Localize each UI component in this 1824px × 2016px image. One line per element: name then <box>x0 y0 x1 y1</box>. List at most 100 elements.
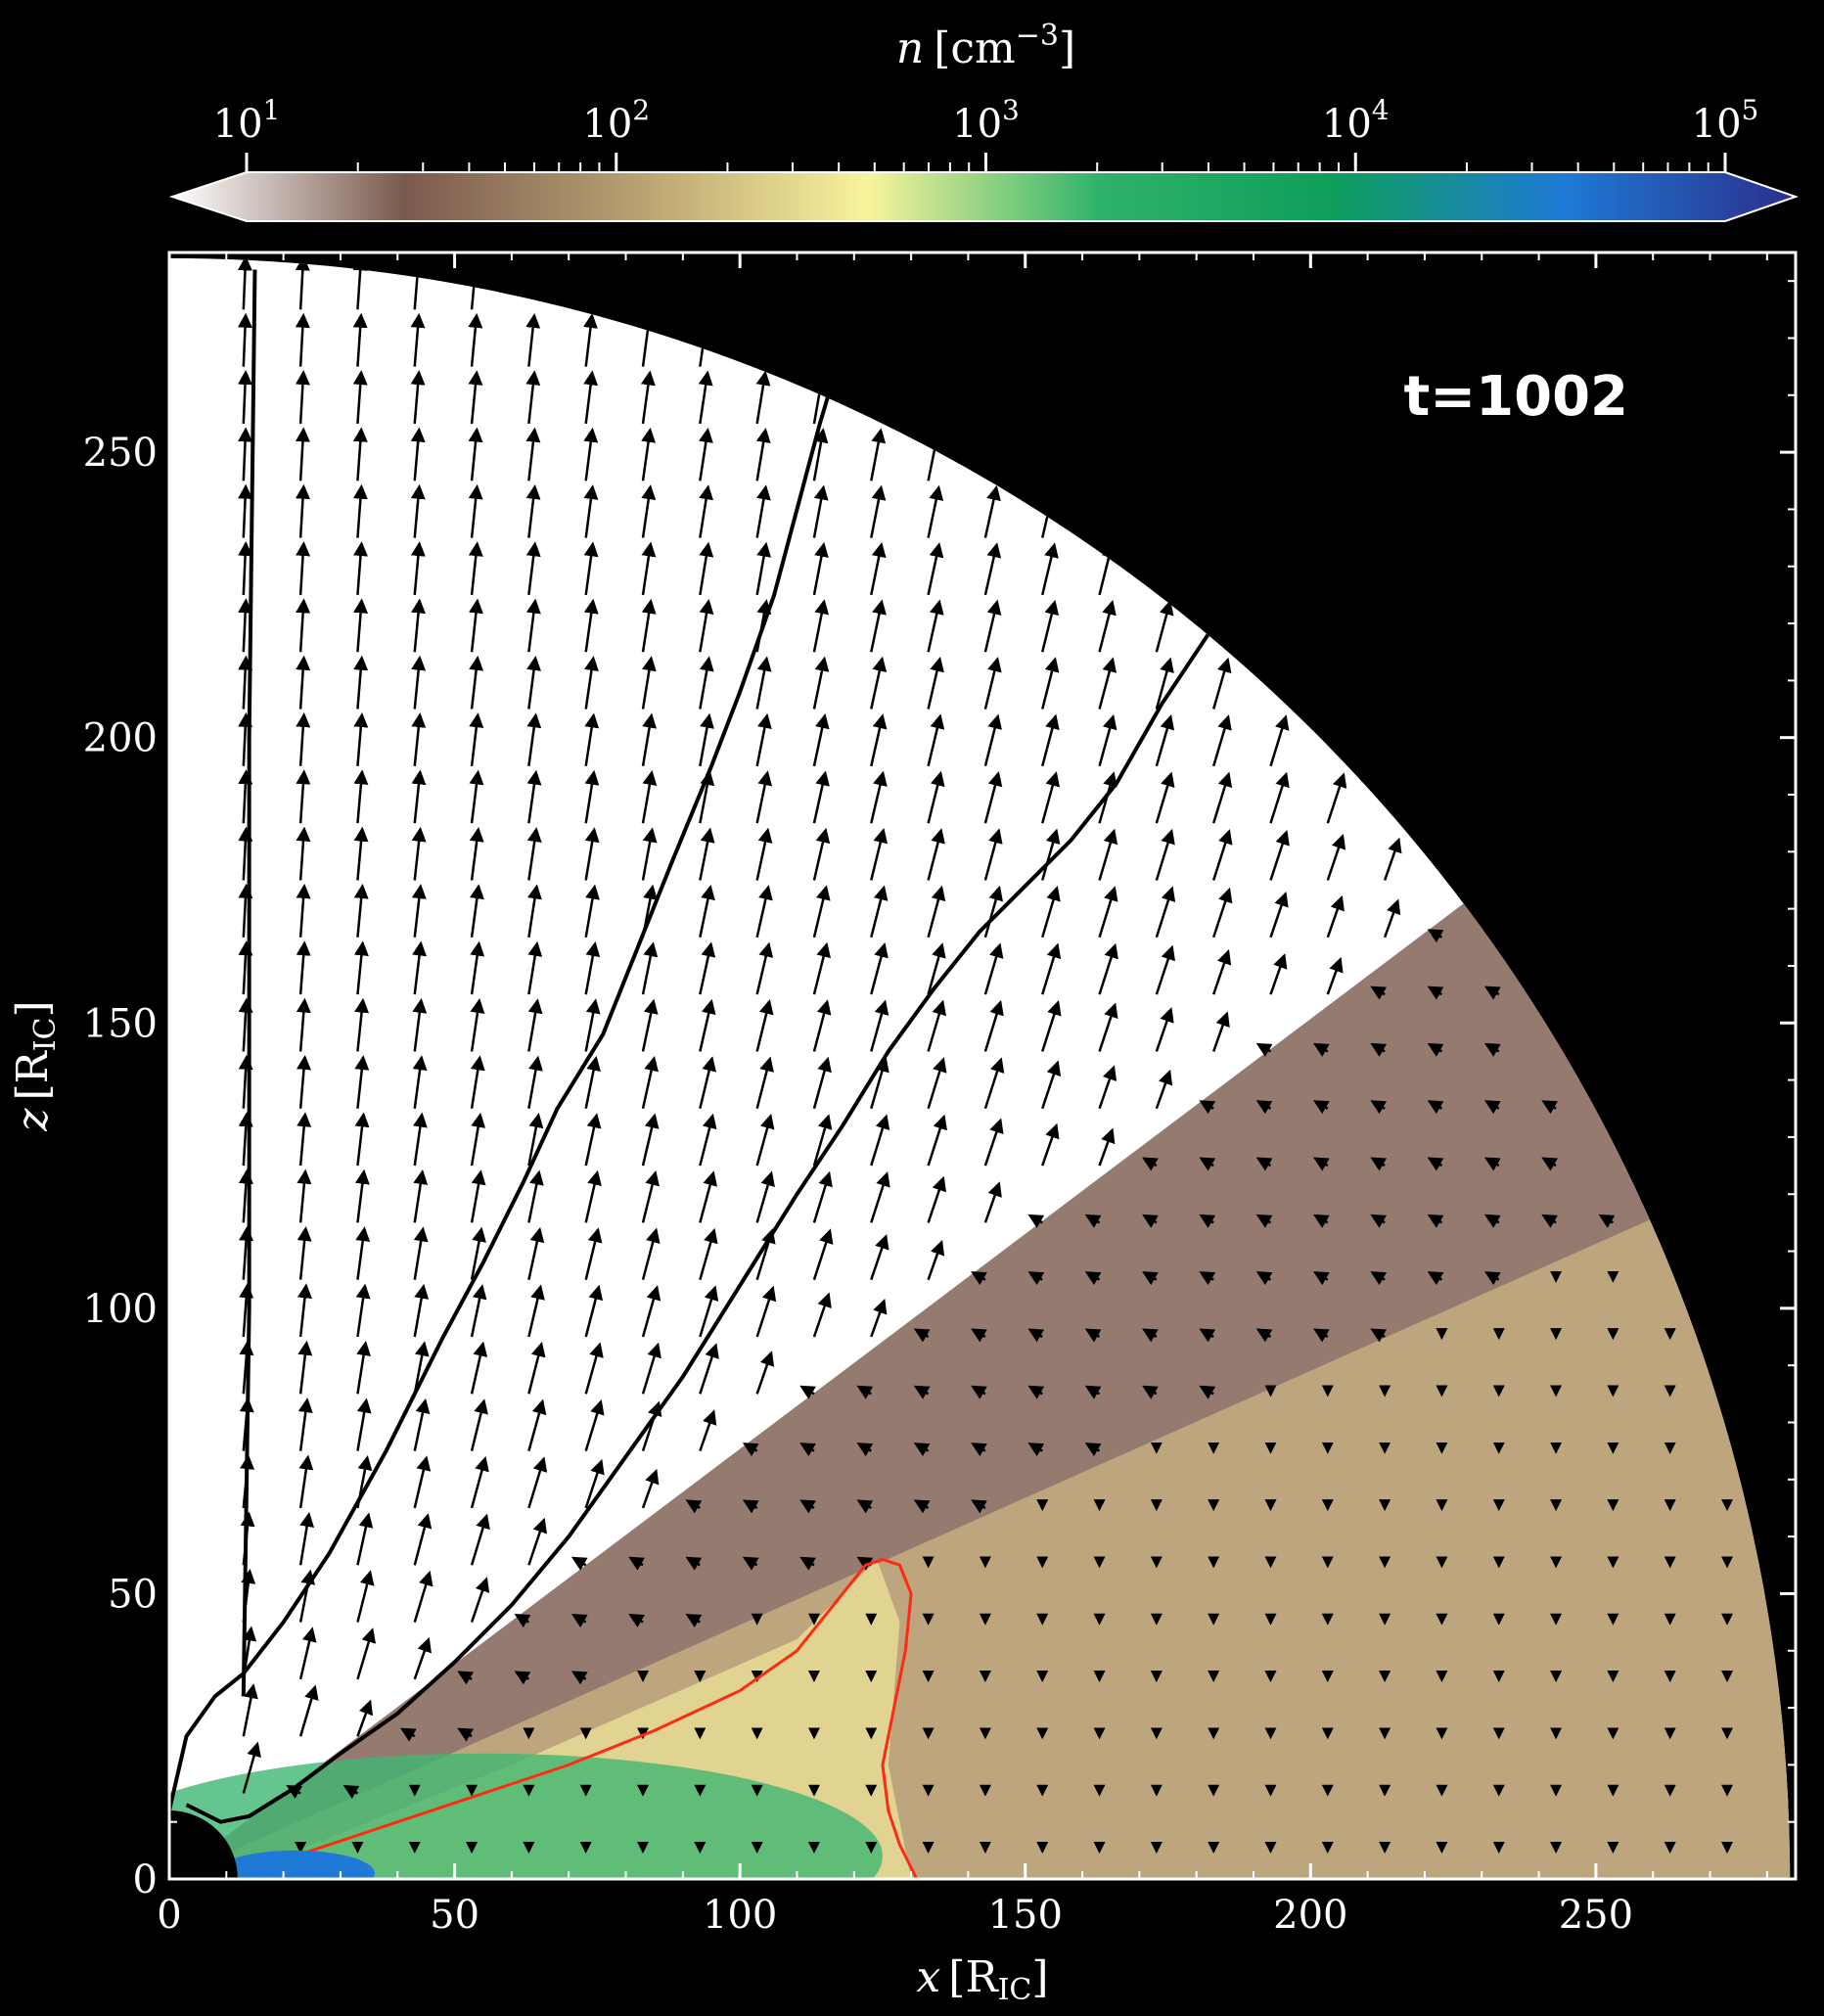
velocity-arrow <box>356 1340 372 1395</box>
colorbar: 101 102 103 104 105 n [cm−3] <box>168 19 1800 222</box>
velocity-arrow <box>1199 1157 1216 1171</box>
velocity-arrow <box>527 998 543 1052</box>
x-tick-label: 250 <box>1559 1893 1633 1938</box>
velocity-arrow <box>1041 1060 1062 1110</box>
velocity-arrow <box>1142 1385 1159 1399</box>
velocity-arrow <box>412 940 427 995</box>
velocity-arrow <box>699 1343 719 1395</box>
velocity-arrow <box>354 1055 370 1109</box>
velocity-arrow <box>1370 985 1388 1000</box>
velocity-arrow <box>927 885 946 939</box>
velocity-arrow <box>342 1784 360 1799</box>
velocity-arrow <box>1483 985 1501 1000</box>
velocity-arrow <box>870 1298 888 1338</box>
velocity-arrow <box>1427 985 1444 1000</box>
velocity-arrow <box>527 1113 544 1167</box>
velocity-arrow <box>971 1385 987 1399</box>
velocity-arrow <box>1041 886 1061 939</box>
velocity-arrow <box>641 427 657 481</box>
velocity-arrow <box>971 1328 987 1343</box>
velocity-arrow <box>755 1351 775 1395</box>
colorbar-tick-label: 103 <box>952 94 1020 147</box>
velocity-arrow <box>583 484 599 538</box>
velocity-arrow <box>641 541 657 596</box>
velocity-arrow <box>812 656 830 710</box>
velocity-arrow <box>526 827 542 881</box>
velocity-arrow <box>470 1577 490 1623</box>
velocity-arrow <box>641 712 658 767</box>
velocity-arrow <box>1084 1328 1102 1343</box>
velocity-arrow <box>352 427 368 481</box>
velocity-arrow <box>354 1168 370 1223</box>
velocity-arrow <box>983 599 1002 653</box>
velocity-arrow <box>812 1114 833 1167</box>
velocity-arrow <box>468 312 483 367</box>
velocity-arrow <box>913 1499 931 1514</box>
y-axis-tick-labels: 0 50 100 150 200 250 <box>83 431 158 1902</box>
velocity-arrow <box>1211 948 1232 995</box>
velocity-arrow <box>742 1499 759 1514</box>
velocity-arrow <box>237 257 252 310</box>
velocity-arrow <box>812 1056 832 1110</box>
velocity-arrow <box>1483 1100 1501 1115</box>
velocity-arrow <box>525 312 541 367</box>
velocity-arrow <box>1098 942 1118 995</box>
velocity-arrow <box>983 1181 1002 1223</box>
velocity-arrow <box>1098 828 1118 881</box>
velocity-arrow <box>699 998 716 1052</box>
velocity-arrow <box>812 541 829 596</box>
velocity-arrow <box>755 999 774 1052</box>
velocity-arrow <box>296 1283 312 1338</box>
velocity-arrow <box>296 1054 311 1109</box>
velocity-arrow <box>755 541 772 596</box>
velocity-arrow <box>1541 1214 1559 1228</box>
velocity-arrow <box>412 997 428 1052</box>
x-tick-label: 100 <box>703 1893 777 1938</box>
velocity-arrow <box>356 1397 372 1451</box>
velocity-arrow <box>296 940 311 995</box>
velocity-arrow <box>526 769 542 824</box>
streamline <box>169 302 856 1811</box>
velocity-arrow <box>353 769 369 824</box>
velocity-arrow <box>413 1570 433 1623</box>
velocity-arrow <box>927 599 944 653</box>
x-axis-title: x [RIC] <box>916 1952 1048 2007</box>
time-annotation: t=1002 <box>1403 365 1628 429</box>
velocity-arrow <box>698 370 713 425</box>
velocity-arrow <box>239 1225 254 1280</box>
velocity-arrow <box>1598 1214 1616 1228</box>
velocity-arrow <box>526 712 542 767</box>
velocity-arrow <box>295 427 310 481</box>
velocity-arrow <box>641 1056 660 1110</box>
velocity-arrow <box>812 999 832 1052</box>
velocity-arrow <box>238 826 253 881</box>
velocity-arrow <box>584 769 600 824</box>
velocity-arrow <box>913 1443 931 1457</box>
velocity-arrow <box>1027 1443 1045 1457</box>
velocity-arrow <box>238 598 253 653</box>
velocity-arrow <box>296 655 311 710</box>
velocity-arrow <box>238 940 253 995</box>
plot-frame <box>167 251 1798 1881</box>
velocity-arrow <box>353 826 369 881</box>
velocity-arrow <box>856 1443 874 1457</box>
velocity-arrow <box>1483 1271 1501 1286</box>
velocity-arrow <box>399 1727 417 1742</box>
velocity-arrow <box>1041 713 1060 767</box>
velocity-vectors <box>237 257 1734 1855</box>
velocity-arrow <box>353 712 369 766</box>
velocity-arrow <box>1483 1214 1501 1228</box>
velocity-arrow <box>1027 1214 1045 1228</box>
x-axis-ticks <box>167 252 1768 1879</box>
velocity-arrow <box>1098 599 1117 653</box>
velocity-arrow <box>1098 657 1117 710</box>
velocity-arrow <box>238 1112 253 1167</box>
peak-density-spot <box>214 1850 375 1880</box>
velocity-arrow <box>983 1057 1005 1110</box>
velocity-arrow <box>570 1556 588 1571</box>
velocity-arrow <box>913 1385 931 1399</box>
velocity-arrow <box>1041 771 1061 824</box>
velocity-arrow <box>413 1513 433 1566</box>
velocity-arrow <box>699 541 714 596</box>
